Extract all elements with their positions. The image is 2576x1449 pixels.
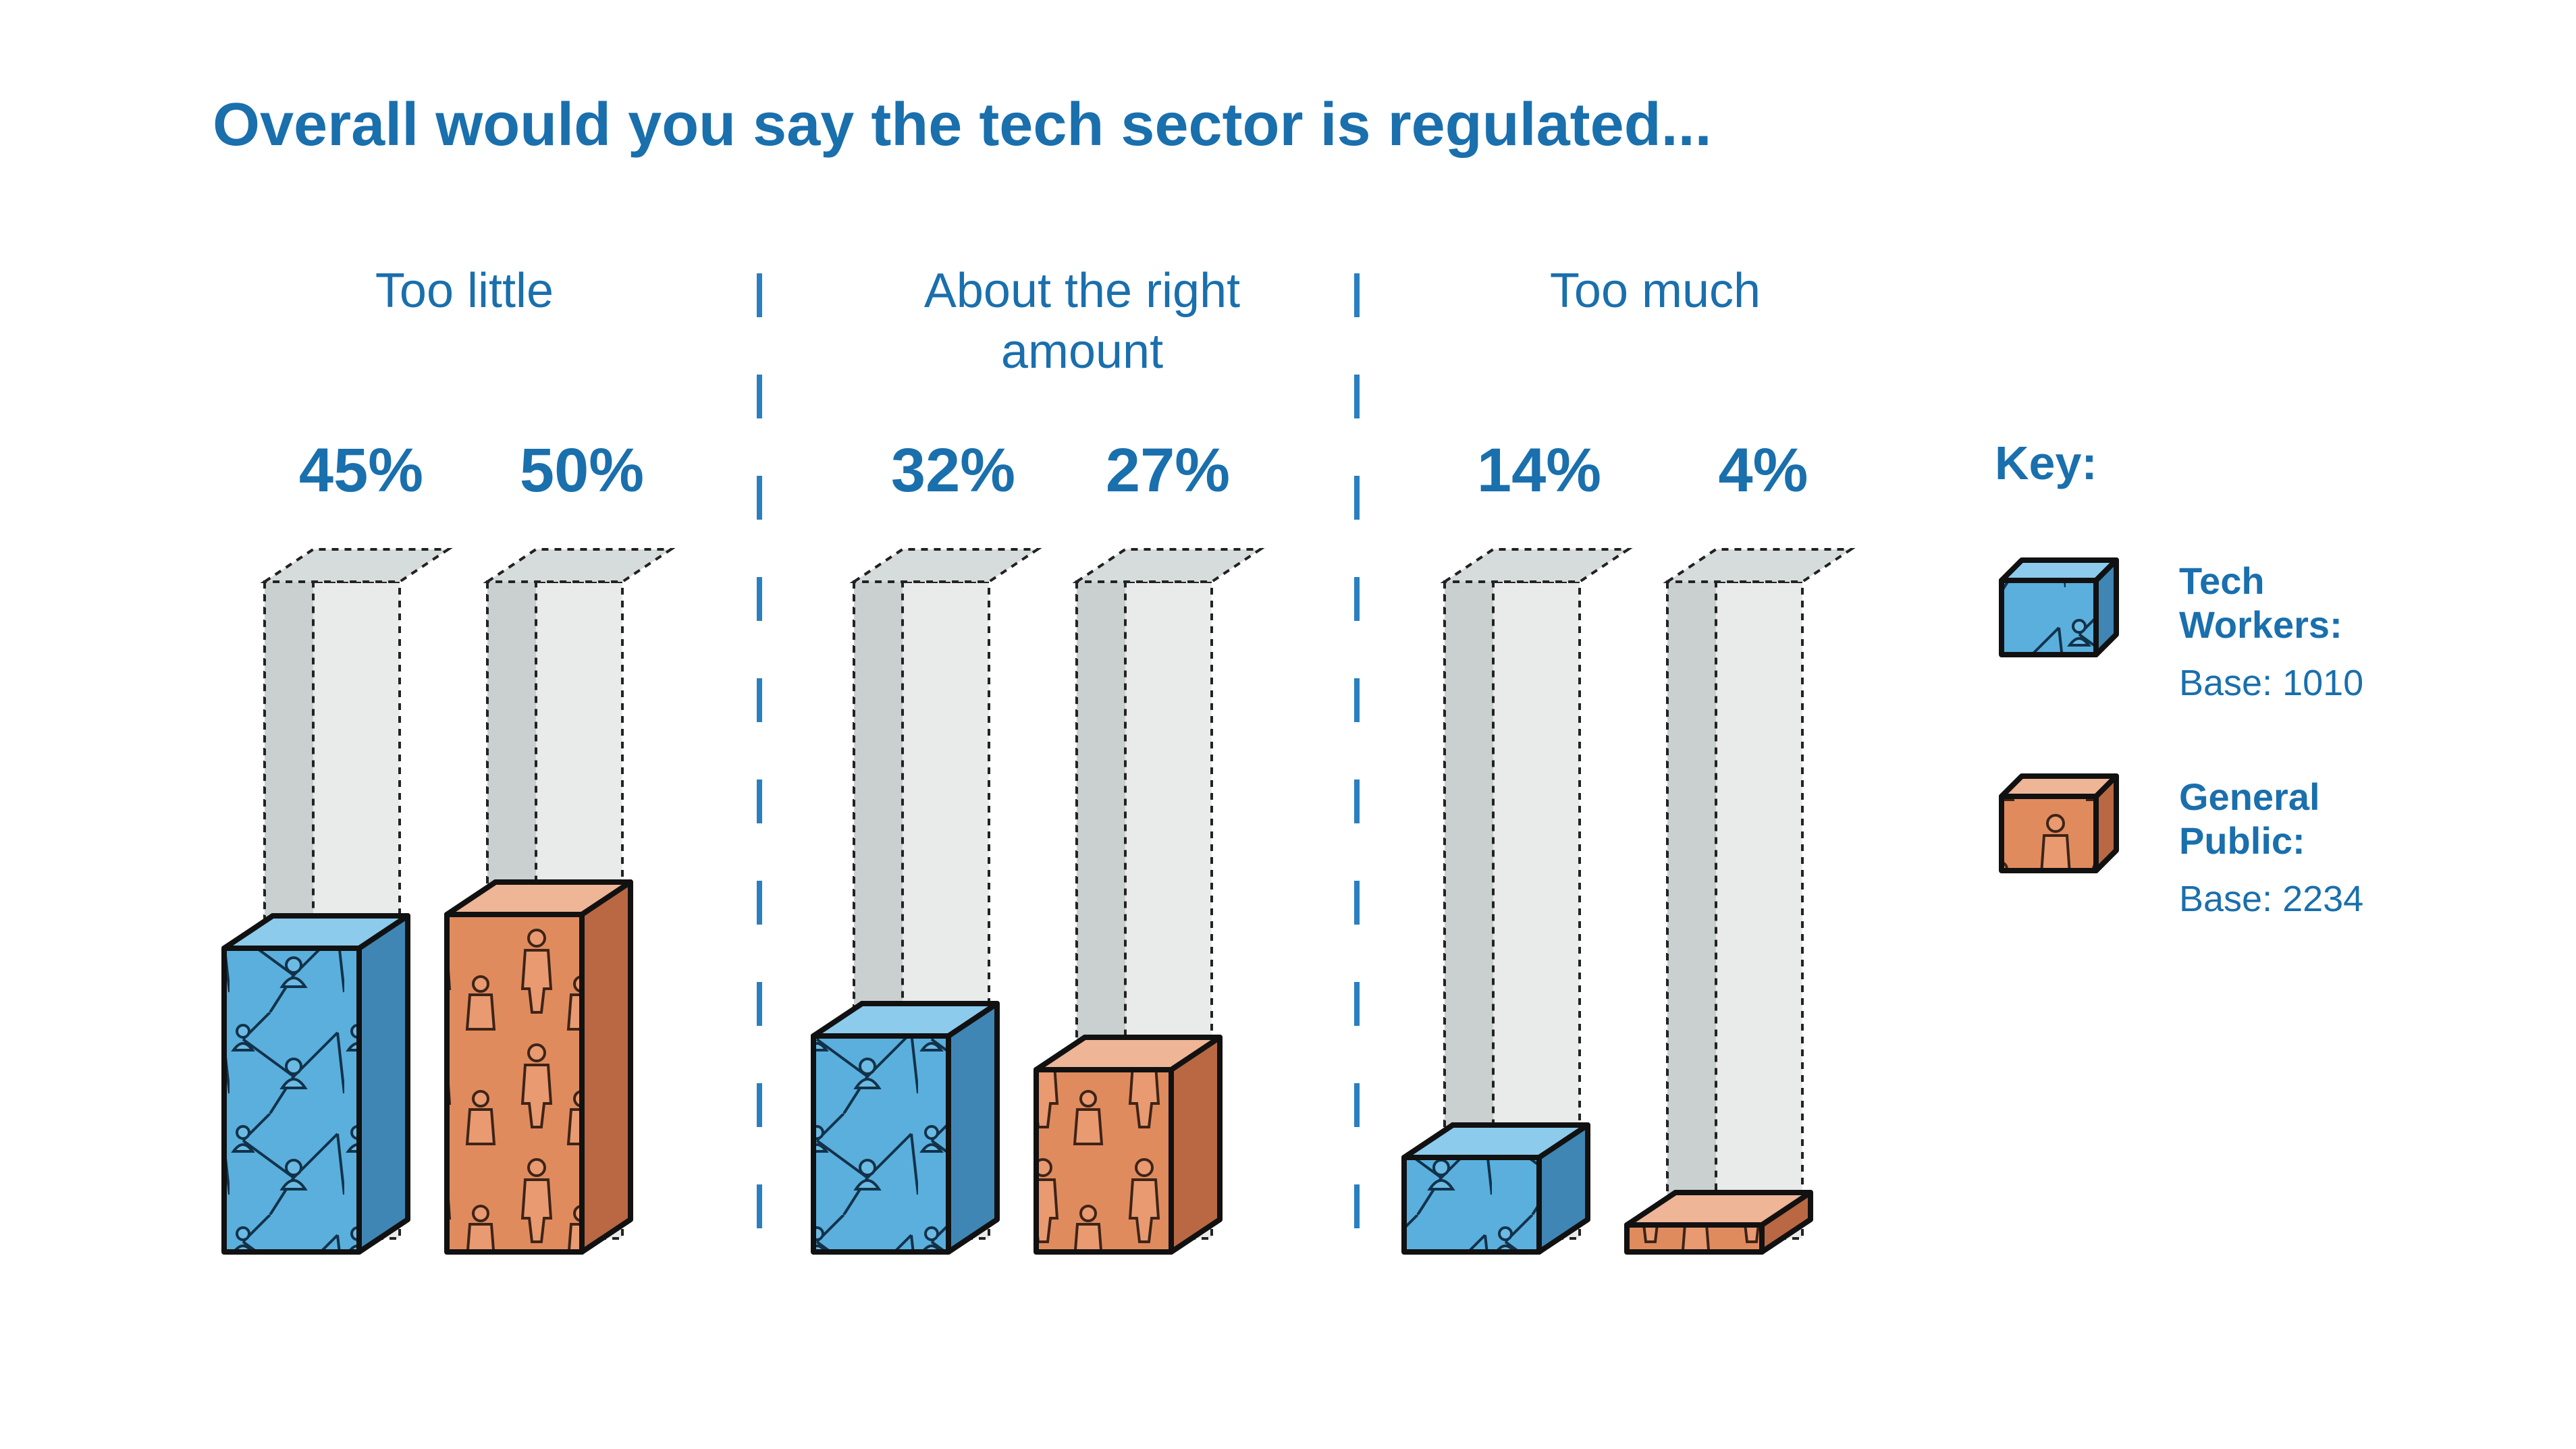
legend-base: Base: 1010	[2179, 663, 2363, 703]
legend-swatch	[1999, 578, 2099, 657]
bar-top	[1624, 1190, 1813, 1228]
category-label: Too little	[375, 264, 554, 318]
bar	[221, 946, 362, 1255]
bar-group: 27%	[1034, 436, 1265, 1255]
bar-group: 4%	[1624, 436, 1856, 1255]
legend-series-name: Tech	[2179, 559, 2265, 602]
data-label: 32%	[891, 436, 1015, 505]
category-label-line: About the right	[924, 264, 1240, 318]
ghost-side	[1666, 547, 1717, 1241]
legend-swatch-top	[1999, 773, 2119, 799]
bar-top	[1034, 1035, 1223, 1072]
legend-series-name: Public:	[2179, 819, 2305, 862]
bar-group: 14%	[1401, 436, 1633, 1255]
data-label: 45%	[299, 436, 423, 505]
bar-group: 32%	[811, 436, 1042, 1255]
legend-swatch-top	[1999, 557, 2119, 583]
category-label-line: Too much	[1550, 264, 1761, 318]
chart-title: Overall would you say the tech sector is…	[213, 91, 1712, 159]
data-label: 27%	[1106, 436, 1230, 505]
legend-swatch	[1999, 794, 2099, 873]
ghost-top	[483, 548, 676, 583]
legend-series-name: General	[2179, 775, 2320, 818]
category-label: Too much	[1550, 264, 1761, 318]
bar	[1401, 1155, 1542, 1255]
legend-base: Base: 2234	[2179, 879, 2363, 919]
ghost-top	[1440, 548, 1633, 583]
bar	[1624, 1222, 1765, 1255]
bar	[444, 912, 585, 1255]
bar-group: 45%	[221, 436, 453, 1255]
bar	[811, 1033, 951, 1255]
category-label: About the right amount	[924, 264, 1240, 379]
data-label: 4%	[1719, 436, 1808, 505]
legend-heading: Key:	[1995, 437, 2097, 489]
category-label-line: amount	[1001, 325, 1163, 379]
data-label: 50%	[520, 436, 644, 505]
legend-series-name: Workers:	[2179, 603, 2342, 646]
ghost-top	[849, 548, 1042, 583]
ghost-top	[1663, 548, 1856, 583]
bar-top	[811, 1001, 1000, 1039]
category-label-line: Too little	[375, 264, 554, 318]
ghost-top	[260, 548, 453, 583]
data-label: 14%	[1477, 436, 1601, 505]
bar	[1034, 1067, 1174, 1255]
ghost-top	[1072, 548, 1265, 583]
bar-top	[1401, 1122, 1590, 1160]
bar-top	[444, 879, 633, 917]
bar-top	[221, 913, 410, 951]
bar-group: 50%	[444, 436, 676, 1255]
